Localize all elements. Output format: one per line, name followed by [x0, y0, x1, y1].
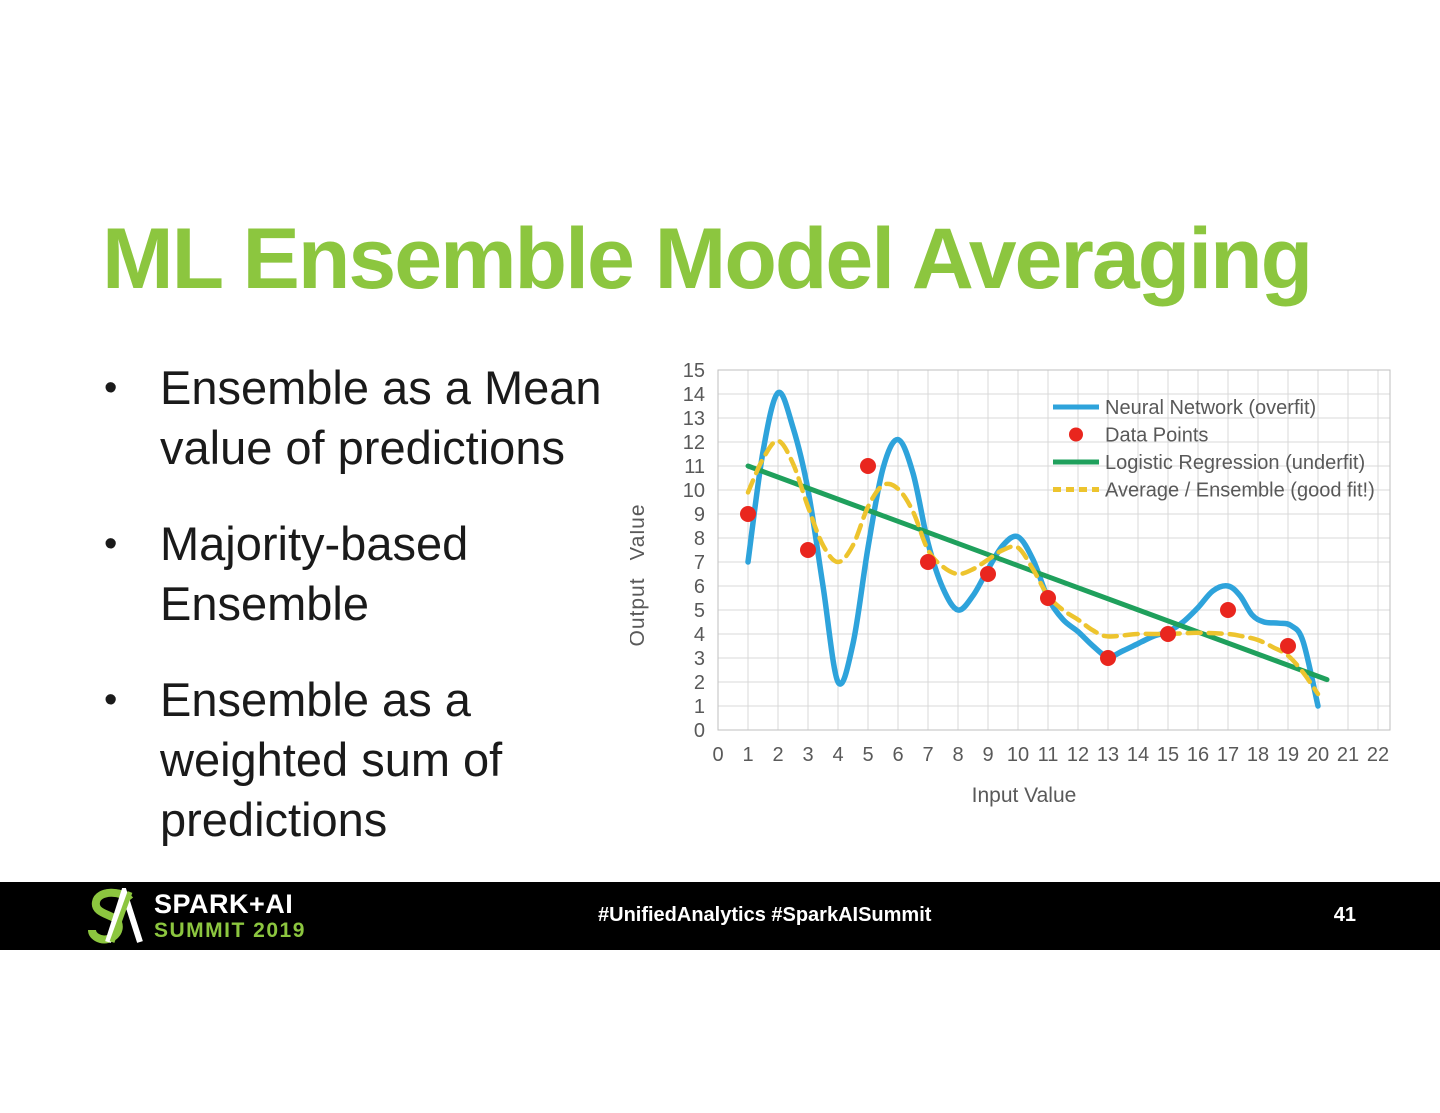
legend-label: Data Points: [1105, 425, 1208, 447]
bullet-line: predictions: [160, 793, 388, 846]
svg-text:1: 1: [694, 696, 705, 718]
bullet-item: • Ensemble as a weighted sum of predicti…: [104, 670, 502, 850]
svg-text:9: 9: [694, 504, 705, 526]
footer-hashtags: #UnifiedAnalytics #SparkAISummit: [598, 904, 932, 926]
svg-text:10: 10: [683, 480, 705, 502]
svg-text:6: 6: [892, 744, 903, 766]
series-neural-network-overfit: [745, 389, 1321, 709]
svg-text:12: 12: [1067, 744, 1089, 766]
svg-text:11: 11: [684, 456, 705, 478]
svg-text:20: 20: [1307, 744, 1329, 766]
svg-text:4: 4: [694, 624, 705, 646]
bullet-line: weighted sum of: [160, 733, 503, 786]
svg-text:9: 9: [982, 744, 993, 766]
x-axis-title: Input Value: [972, 784, 1077, 807]
bullet-line: Ensemble as a Mean: [160, 361, 602, 414]
svg-text:12: 12: [683, 432, 705, 454]
page-title: ML Ensemble Model Averaging: [102, 211, 1313, 307]
spark-ai-logo: SPARK+AI SUMMIT 2019: [84, 887, 306, 945]
series-data-points: [740, 458, 1296, 666]
y-axis-title: Output Value: [630, 503, 649, 646]
svg-text:11: 11: [1038, 744, 1059, 766]
svg-text:0: 0: [712, 744, 723, 766]
svg-text:1: 1: [742, 744, 753, 766]
svg-text:0: 0: [694, 720, 705, 742]
data-point: [1160, 626, 1176, 642]
bullet-item: • Majority-based Ensemble: [104, 514, 468, 634]
data-point: [740, 506, 756, 522]
legend: Neural Network (overfit) Data Points Logis…: [1053, 397, 1375, 502]
spark-ai-logo-glyph: [88, 888, 143, 944]
bullet-line: Majority-based: [160, 517, 469, 570]
legend-dot-sample: [1069, 427, 1083, 442]
svg-text:7: 7: [694, 552, 705, 574]
logo-slash: [109, 891, 133, 943]
svg-text:5: 5: [862, 744, 873, 766]
data-point: [860, 458, 876, 474]
svg-text:5: 5: [694, 600, 705, 622]
svg-text:4: 4: [832, 744, 843, 766]
ensemble-chart: 0 1 2 3 4 5 6 7 8 9 10 11 12 13 14 15 16 17 18 19 20 21 220123…: [630, 360, 1391, 807]
logo-a-mark: [105, 888, 143, 943]
svg-text:2: 2: [694, 672, 705, 694]
bullet-line: Ensemble as a: [160, 673, 471, 726]
series-average-ensemble-good-fit: [745, 438, 1321, 697]
svg-text:6: 6: [694, 576, 705, 598]
svg-text:19: 19: [1277, 744, 1299, 766]
svg-text:15: 15: [683, 360, 705, 382]
bullet-marker: •: [104, 523, 118, 565]
bullet-line: value of predictions: [160, 421, 565, 474]
bullet-item: • Ensemble as a Mean value of prediction…: [104, 358, 602, 478]
svg-text:17: 17: [1217, 744, 1239, 766]
data-point: [1100, 650, 1116, 666]
logo-text: SPARK+AI SUMMIT 2019: [154, 889, 306, 943]
bullet-line: Ensemble: [160, 577, 369, 630]
logo-summit-text: SUMMIT 2019: [154, 919, 306, 942]
bullet-text: Majority-based Ensemble: [160, 514, 468, 634]
svg-text:14: 14: [1127, 744, 1149, 766]
svg-text:8: 8: [952, 744, 963, 766]
svg-text:13: 13: [683, 408, 705, 430]
axis-tick-labels: 0 1 2 3 4 5 6 7 8 9 10 11 12 13 14 15 16 17 18 19 20 21 220123…: [683, 360, 1389, 766]
data-point: [1280, 638, 1296, 654]
svg-text:14: 14: [683, 384, 705, 406]
svg-text:3: 3: [694, 648, 705, 670]
svg-text:2: 2: [772, 744, 783, 766]
svg-text:8: 8: [694, 528, 705, 550]
logo-spark-ai-text: SPARK+AI: [154, 889, 294, 919]
svg-text:22: 22: [1367, 744, 1389, 766]
slide-page-number: 41: [1333, 904, 1356, 926]
data-point: [1220, 602, 1236, 618]
legend-label: Logistic Regression (underfit): [1105, 452, 1365, 474]
bullet-marker: •: [104, 679, 118, 721]
bullet-text: Ensemble as a weighted sum of prediction…: [160, 670, 502, 850]
bullet-marker: •: [104, 367, 118, 409]
svg-text:15: 15: [1157, 744, 1179, 766]
svg-text:3: 3: [802, 744, 813, 766]
footer-bar: SPARK+AI SUMMIT 2019 #UnifiedAnalytics #…: [0, 882, 1440, 950]
svg-text:21: 21: [1337, 744, 1359, 766]
plot-border: [717, 369, 1391, 731]
svg-text:13: 13: [1097, 744, 1119, 766]
svg-text:7: 7: [922, 744, 933, 766]
svg-text:10: 10: [1007, 744, 1029, 766]
svg-text:16: 16: [1187, 744, 1209, 766]
legend-label: Average / Ensemble (good fit!): [1105, 480, 1375, 502]
legend-label: Neural Network (overfit): [1105, 397, 1316, 419]
data-point: [980, 566, 996, 582]
data-point: [920, 554, 936, 570]
data-point: [1040, 590, 1056, 606]
svg-text:18: 18: [1247, 744, 1269, 766]
data-point: [800, 542, 816, 558]
bullet-text: Ensemble as a Mean value of predictions: [160, 358, 602, 478]
